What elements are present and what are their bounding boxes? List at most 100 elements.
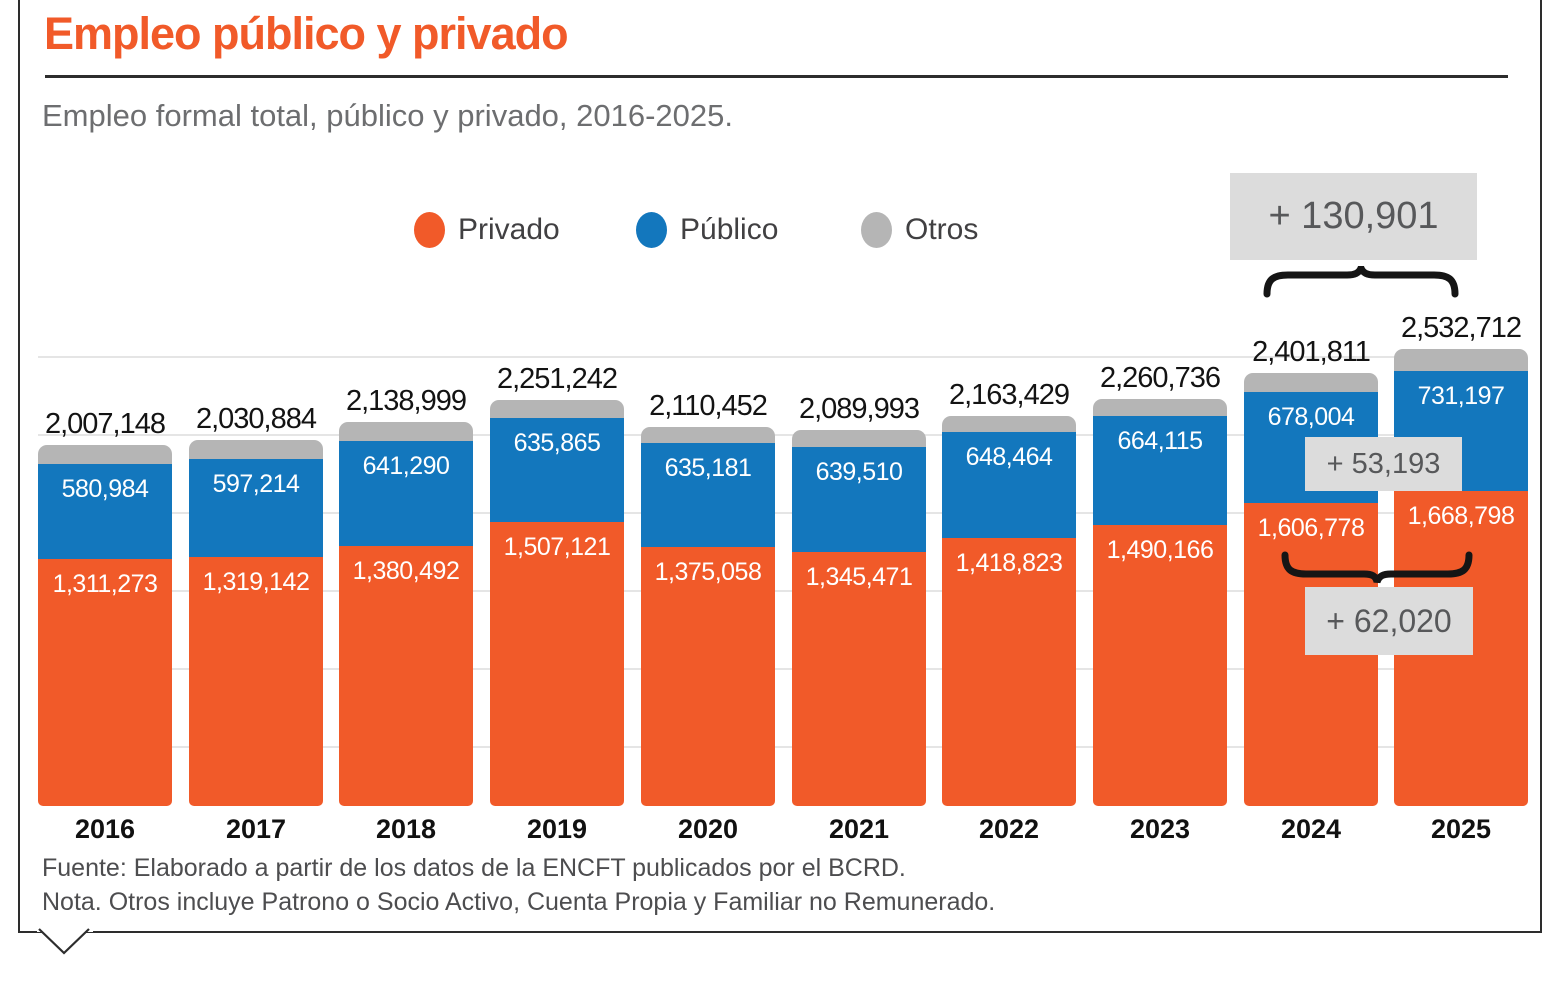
publico-value-label: 635,181	[664, 454, 752, 482]
bar-segment-otros	[189, 440, 323, 459]
bar-group-2022: 648,464 1,418,823	[942, 416, 1076, 806]
gridline	[38, 512, 1525, 514]
year-label-2018: 2018	[375, 814, 437, 844]
privado-value-label: 1,490,166	[1106, 536, 1214, 564]
publico-value-label: 678,004	[1267, 403, 1355, 431]
publico-value-label: 731,197	[1417, 382, 1505, 410]
bar-group-2019: 635,865 1,507,121	[490, 400, 624, 806]
bar-group-2018: 641,290 1,380,492	[339, 422, 473, 806]
bar-segment-otros	[1394, 349, 1528, 371]
bar-segment-privado: 1,380,492	[339, 546, 473, 806]
bar-segment-privado: 1,345,471	[792, 552, 926, 806]
bar-total-label: 2,163,429	[948, 379, 1070, 411]
year-label-2019: 2019	[526, 814, 588, 844]
year-label-2022: 2022	[978, 814, 1040, 844]
year-label-2016: 2016	[74, 814, 136, 844]
annotation-privado-increase: + 62,020	[1305, 587, 1473, 655]
bar-segment-publico: 664,115	[1093, 416, 1227, 525]
bar-segment-privado: 1,418,823	[942, 538, 1076, 806]
gridline	[38, 590, 1525, 592]
privado-value-label: 1,311,273	[52, 570, 158, 598]
bar-total-label: 2,138,999	[345, 385, 467, 417]
bar-segment-otros	[339, 422, 473, 441]
bar-group-2016: 580,984 1,311,273	[38, 445, 172, 806]
chart-subtitle: Empleo formal total, público y privado, …	[42, 98, 734, 133]
footer-source: Fuente: Elaborado a partir de los datos …	[42, 854, 906, 882]
year-label-2023: 2023	[1129, 814, 1191, 844]
bar-group-2020: 635,181 1,375,058	[641, 427, 775, 806]
bar-segment-otros	[490, 400, 624, 418]
privado-value-label: 1,345,471	[805, 563, 913, 591]
bubble-tail-icon	[37, 926, 93, 955]
privado-value-label: 1,507,121	[503, 533, 611, 561]
overbrace-icon	[1263, 266, 1459, 298]
publico-value-label: 639,510	[815, 458, 903, 486]
footer-note: Nota. Otros incluye Patrono o Socio Acti…	[42, 888, 996, 916]
bar-segment-otros	[1093, 399, 1227, 416]
bar-segment-otros	[641, 427, 775, 443]
privado-value-label: 1,319,142	[202, 568, 310, 596]
bar-segment-privado: 1,375,058	[641, 547, 775, 806]
bar-segment-otros	[38, 445, 172, 464]
privado-value-label: 1,375,058	[654, 558, 762, 586]
bar-group-2023: 664,115 1,490,166	[1093, 399, 1227, 806]
page-title: Empleo público y privado	[44, 8, 569, 59]
bar-segment-publico: 639,510	[792, 447, 926, 552]
annotation-total-increase: + 130,901	[1230, 173, 1477, 260]
annotation-publico-increase: + 53,193	[1305, 437, 1462, 491]
legend-item-privado: Privado	[414, 212, 560, 248]
year-label-2024: 2024	[1280, 814, 1342, 844]
bar-segment-privado: 1,507,121	[490, 522, 624, 806]
publico-value-label: 641,290	[362, 452, 450, 480]
bar-segment-publico: 648,464	[942, 432, 1076, 538]
year-label-2021: 2021	[828, 814, 890, 844]
legend-item-otros: Otros	[861, 212, 978, 248]
legend-item-label: Público	[680, 213, 779, 246]
privado-value-label: 1,380,492	[352, 557, 460, 585]
legend-item-label: Otros	[905, 213, 979, 246]
publico-value-label: 597,214	[212, 470, 300, 498]
bar-segment-publico: 635,865	[490, 418, 624, 522]
chart-footer: Fuente: Elaborado a partir de los datos …	[42, 851, 995, 919]
bar-segment-privado: 1,319,142	[189, 557, 323, 806]
bar-total-label: 2,089,993	[798, 393, 920, 425]
gridline	[38, 746, 1525, 748]
publico-value-label: 580,984	[61, 475, 149, 503]
bar-segment-otros	[792, 430, 926, 447]
bar-total-label: 2,532,712	[1400, 312, 1522, 344]
publico-value-label: 635,865	[513, 429, 601, 457]
year-label-2020: 2020	[677, 814, 739, 844]
gridline	[38, 668, 1525, 670]
bar-total-label: 2,110,452	[649, 390, 768, 422]
underbrace-icon	[1281, 551, 1473, 584]
privado-value-label: 1,668,798	[1407, 502, 1515, 530]
bar-segment-publico: 635,181	[641, 443, 775, 547]
bar-segment-publico: 641,290	[339, 441, 473, 546]
bar-segment-publico: 580,984	[38, 464, 172, 559]
year-label-2025: 2025	[1430, 814, 1492, 844]
bar-segment-otros	[1244, 373, 1378, 392]
bar-total-label: 2,007,148	[44, 408, 166, 440]
gridline	[38, 356, 1525, 358]
year-label-2017: 2017	[225, 814, 287, 844]
privado-value-label: 1,418,823	[955, 549, 1063, 577]
title-divider	[45, 75, 1508, 78]
bar-total-label: 2,251,242	[496, 363, 618, 395]
legend-item-label: Privado	[458, 213, 560, 246]
legend-item-publico: Público	[636, 212, 778, 248]
publico-dot-icon	[636, 212, 667, 248]
otros-dot-icon	[861, 212, 892, 248]
bar-segment-publico: 597,214	[189, 459, 323, 557]
bar-group-2021: 639,510 1,345,471	[792, 430, 926, 806]
bar-segment-otros	[942, 416, 1076, 432]
bar-segment-privado: 1,490,166	[1093, 525, 1227, 806]
privado-dot-icon	[414, 212, 445, 248]
publico-value-label: 664,115	[1117, 427, 1203, 455]
gridline	[38, 434, 1525, 436]
bar-segment-privado: 1,311,273	[38, 559, 172, 806]
publico-value-label: 648,464	[965, 443, 1053, 471]
bar-total-label: 2,030,884	[195, 403, 317, 435]
bar-group-2017: 597,214 1,319,142	[189, 440, 323, 806]
bar-total-label: 2,260,736	[1099, 362, 1221, 394]
